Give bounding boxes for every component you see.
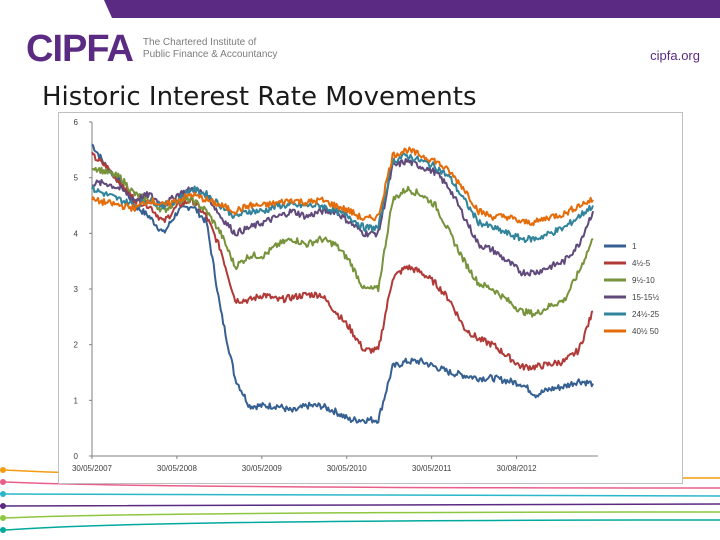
legend-label: 9½-10 bbox=[632, 276, 655, 285]
legend-label: 4½-5 bbox=[632, 259, 651, 268]
series-line-0 bbox=[91, 143, 594, 424]
logo-subtitle: The Chartered Institute of Public Financ… bbox=[143, 37, 278, 61]
top-purple-band bbox=[0, 0, 720, 18]
series-line-3 bbox=[91, 157, 594, 277]
website-url: cipfa.org bbox=[650, 48, 700, 63]
y-tick-label: 2 bbox=[74, 341, 79, 350]
logo-subtitle-line-2: Public Finance & Accountancy bbox=[142, 49, 278, 60]
series-line-5 bbox=[91, 146, 594, 227]
legend: 1 4½-5 9½-10 15-15½ 24½-25 40½ 50 bbox=[604, 242, 660, 336]
chart-frame bbox=[58, 112, 683, 484]
y-tick-label: 3 bbox=[74, 285, 79, 294]
cipfa-logo: CIPFA The Chartered Institute of Public … bbox=[26, 30, 277, 68]
logo-wordmark: CIPFA bbox=[26, 28, 134, 70]
logo-subtitle-line-1: The Chartered Institute of bbox=[142, 37, 257, 48]
y-tick-label: 6 bbox=[74, 118, 79, 127]
legend-label: 24½-25 bbox=[632, 310, 660, 319]
y-tick-label: 0 bbox=[74, 452, 79, 461]
series-line-1 bbox=[91, 151, 594, 372]
series-lines bbox=[91, 143, 594, 424]
page-title: Historic Interest Rate Movements bbox=[42, 82, 477, 112]
x-tick-labels: 30/05/2007 30/05/2008 30/05/2009 30/05/2010… bbox=[72, 456, 537, 473]
legend-label: 40½ 50 bbox=[632, 327, 659, 336]
x-tick-label: 30/05/2010 bbox=[327, 464, 368, 473]
y-tick-label: 5 bbox=[74, 174, 79, 183]
x-tick-label: 30/05/2008 bbox=[157, 464, 198, 473]
x-tick-label: 30/05/2007 bbox=[72, 464, 113, 473]
x-tick-label: 30/08/2012 bbox=[497, 464, 538, 473]
y-tick-label: 4 bbox=[74, 229, 79, 238]
legend-label: 15-15½ bbox=[632, 293, 659, 302]
y-tick-labels: 0 1 2 3 4 5 6 bbox=[74, 118, 92, 461]
legend-label: 1 bbox=[632, 242, 637, 251]
x-tick-label: 30/05/2009 bbox=[242, 464, 283, 473]
x-tick-label: 30/05/2011 bbox=[412, 464, 452, 473]
y-tick-label: 1 bbox=[74, 396, 79, 405]
